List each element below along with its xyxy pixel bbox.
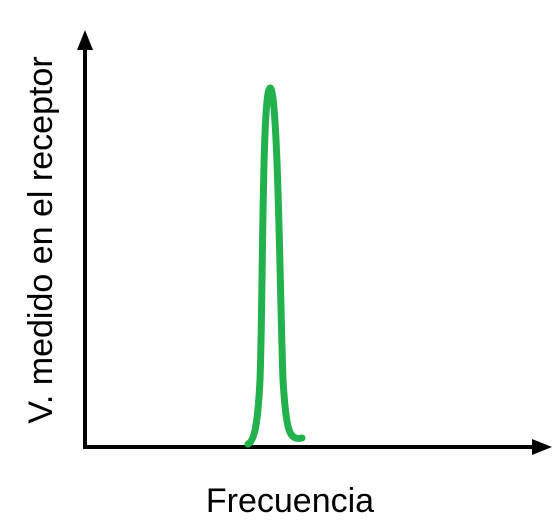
x-axis-label: Frecuencia [206, 482, 374, 520]
y-axis-label: V. medido en el receptor [22, 56, 60, 423]
x-axis-arrow [532, 439, 552, 455]
resonance-curve [244, 84, 306, 448]
y-axis-arrow [77, 30, 93, 50]
